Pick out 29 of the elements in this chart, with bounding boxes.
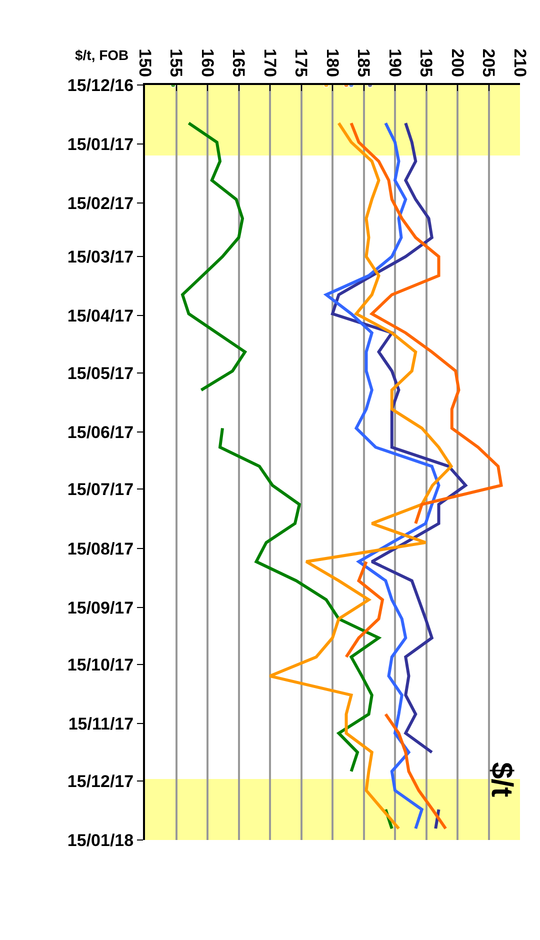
y-tick-label: 15/06/17: [67, 422, 134, 442]
y-tick-label: 15/08/17: [67, 539, 134, 558]
y-tick-label: 15/04/17: [67, 306, 134, 326]
y-tick-label: 15/12/16: [67, 76, 134, 95]
x-tick-label: 170: [260, 48, 280, 78]
y-tick-label: 15/01/18: [67, 830, 134, 850]
x-tick-label: 190: [385, 48, 404, 78]
y-tick-label: 15/11/17: [68, 714, 134, 734]
x-tick-label: 195: [416, 48, 436, 78]
x-tick-label: 200: [448, 48, 467, 78]
y-tick-label: 15/12/17: [67, 772, 134, 791]
x-tick-label: 175: [292, 48, 311, 78]
x-tick-label: 150: [135, 48, 154, 78]
y-tick-label: 15/02/17: [67, 194, 134, 214]
x-axis-title: $/t, FOB: [75, 47, 129, 63]
y-tick-label: 15/07/17: [67, 480, 134, 500]
x-tick-label: 205: [479, 48, 498, 78]
y-tick-label: 15/09/17: [67, 598, 134, 618]
y-tick-label: 15/05/17: [67, 364, 134, 383]
y-axis-title: $/t: [485, 762, 518, 798]
x-tick-label: 165: [229, 48, 248, 78]
y-tick-label: 15/01/17: [67, 135, 134, 154]
x-tick-label: 155: [166, 48, 186, 78]
x-tick-label: 180: [322, 48, 342, 78]
x-tick-label: 210: [510, 48, 530, 78]
y-tick-label: 15/10/17: [67, 656, 134, 675]
x-tick-label: 160: [198, 48, 217, 78]
y-tick-label: 15/03/17: [67, 248, 134, 267]
x-tick-label: 185: [354, 48, 374, 78]
